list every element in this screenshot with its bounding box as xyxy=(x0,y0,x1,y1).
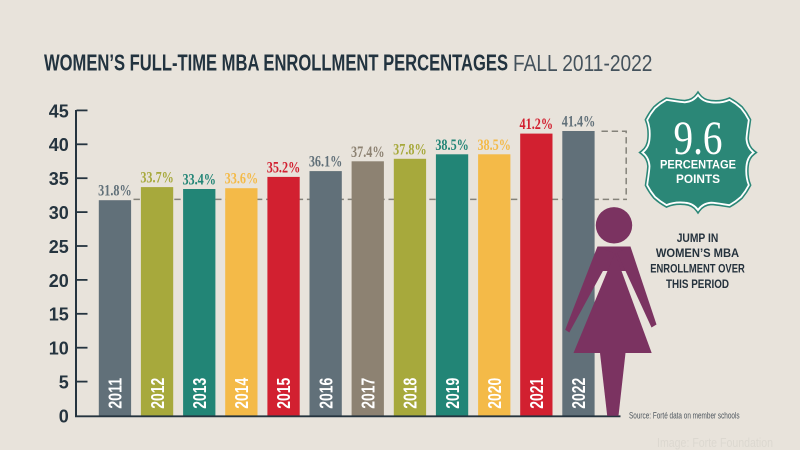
svg-text:0: 0 xyxy=(59,406,69,426)
svg-text:41.4%: 41.4% xyxy=(562,114,596,131)
svg-text:35.2%: 35.2% xyxy=(267,159,301,176)
svg-text:33.7%: 33.7% xyxy=(140,170,174,187)
svg-text:WOMEN’S FULL-TIME MBA ENROLLME: WOMEN’S FULL-TIME MBA ENROLLMENT PERCENT… xyxy=(44,50,508,76)
svg-text:2012: 2012 xyxy=(147,378,168,409)
svg-text:2014: 2014 xyxy=(231,377,252,409)
svg-text:2021: 2021 xyxy=(526,378,547,409)
svg-text:5: 5 xyxy=(59,373,69,393)
svg-text:20: 20 xyxy=(49,271,69,291)
svg-text:2013: 2013 xyxy=(189,378,210,409)
svg-text:35: 35 xyxy=(49,169,69,189)
svg-text:2020: 2020 xyxy=(484,378,505,409)
svg-text:45: 45 xyxy=(49,101,69,121)
svg-text:31.8%: 31.8% xyxy=(98,183,132,200)
svg-text:2015: 2015 xyxy=(273,378,294,409)
svg-text:2018: 2018 xyxy=(400,378,421,409)
svg-text:37.8%: 37.8% xyxy=(393,141,427,158)
svg-text:37.4%: 37.4% xyxy=(351,144,385,161)
svg-text:38.5%: 38.5% xyxy=(477,137,511,154)
svg-text:2016: 2016 xyxy=(315,378,336,409)
svg-text:38.5%: 38.5% xyxy=(435,137,469,154)
svg-text:2011: 2011 xyxy=(105,378,126,409)
svg-text:PERCENTAGE: PERCENTAGE xyxy=(660,158,736,172)
svg-text:41.2%: 41.2% xyxy=(520,116,554,133)
svg-text:40: 40 xyxy=(49,135,69,155)
svg-text:2017: 2017 xyxy=(358,378,379,409)
svg-text:Source: Forté data on member s: Source: Forté data on member schools xyxy=(629,411,740,422)
svg-text:ENROLLMENT OVER: ENROLLMENT OVER xyxy=(650,263,745,275)
svg-text:33.4%: 33.4% xyxy=(182,172,216,189)
svg-text:THIS PERIOD: THIS PERIOD xyxy=(666,279,729,291)
svg-text:25: 25 xyxy=(49,237,69,257)
svg-text:10: 10 xyxy=(49,339,69,359)
svg-text:JUMP IN: JUMP IN xyxy=(677,233,719,245)
svg-text:36.1%: 36.1% xyxy=(309,154,343,171)
svg-text:Image: Forte Foundation: Image: Forte Foundation xyxy=(657,436,773,450)
svg-text:2019: 2019 xyxy=(442,378,463,409)
svg-text:2022: 2022 xyxy=(568,378,589,409)
svg-text:30: 30 xyxy=(49,203,69,223)
svg-text:33.6%: 33.6% xyxy=(225,171,259,188)
svg-text:15: 15 xyxy=(49,305,69,325)
svg-text:POINTS: POINTS xyxy=(676,172,720,186)
svg-text:WOMEN’S MBA: WOMEN’S MBA xyxy=(656,248,739,260)
svg-text:9.6: 9.6 xyxy=(674,112,723,165)
svg-text:FALL 2011-2022: FALL 2011-2022 xyxy=(513,50,652,76)
